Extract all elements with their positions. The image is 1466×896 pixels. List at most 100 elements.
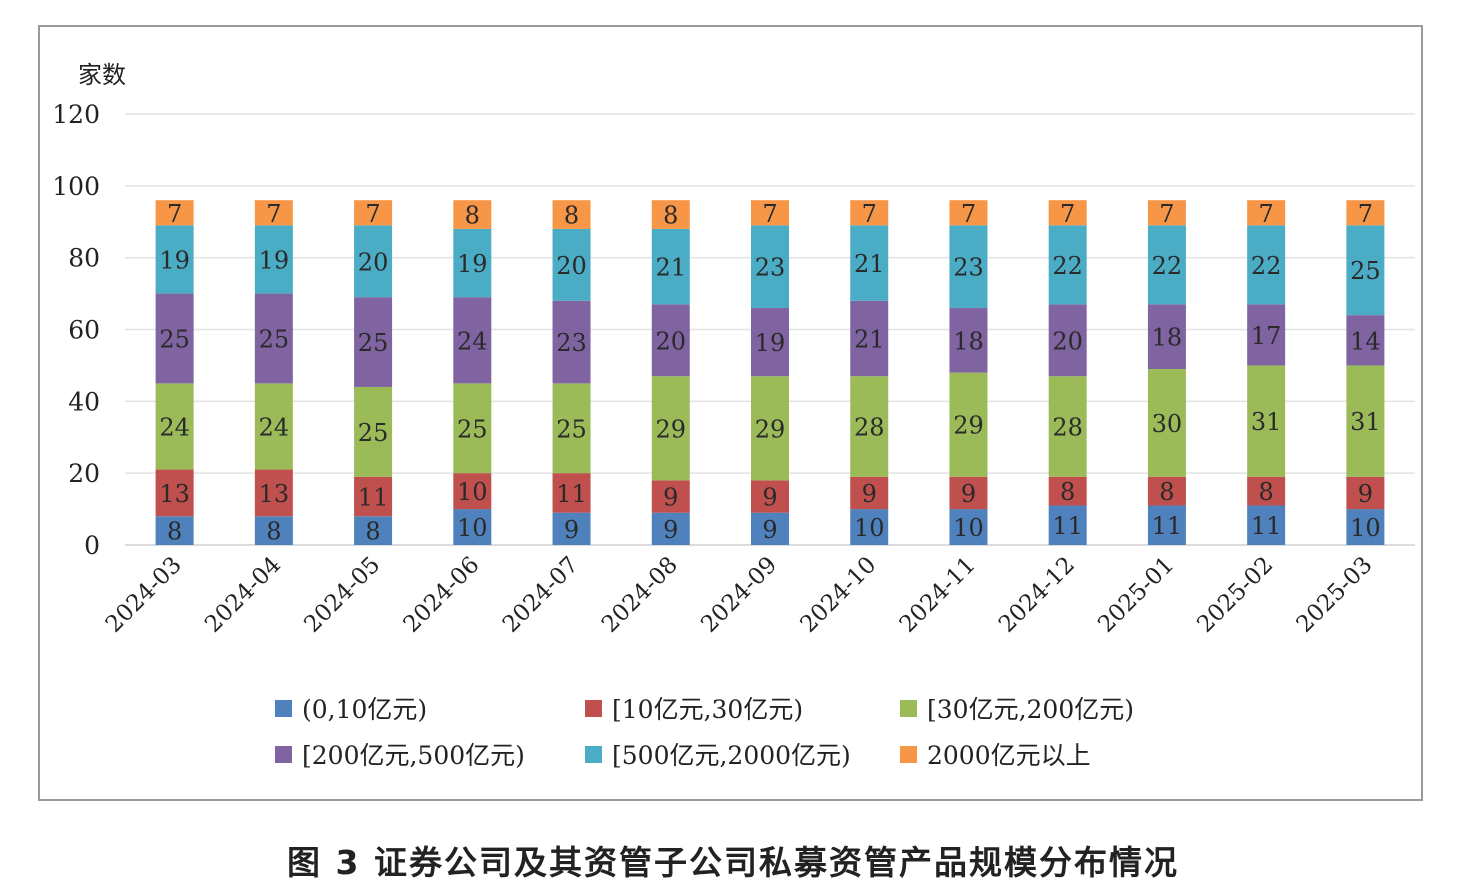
x-tick-label: 2024-08 — [597, 552, 683, 638]
bar-segment — [651, 512, 690, 545]
bar-segment — [1346, 476, 1385, 510]
bar-segment — [155, 293, 194, 384]
data-label: 20 — [358, 248, 389, 276]
legend-item: [10亿元,30亿元) — [585, 690, 803, 726]
data-label: 24 — [159, 413, 190, 441]
y-tick-label: 120 — [52, 100, 100, 129]
bar-segment — [751, 480, 789, 513]
data-label: 29 — [755, 415, 786, 443]
bar-segment — [453, 228, 492, 298]
data-label: 22 — [1251, 252, 1282, 280]
bar-segment — [254, 200, 293, 226]
data-label: 25 — [159, 325, 190, 353]
data-label: 10 — [457, 478, 488, 506]
bar-segment — [1346, 509, 1385, 545]
data-label: 14 — [1350, 327, 1381, 355]
data-label: 25 — [358, 419, 389, 447]
legend-label: [10亿元,30亿元) — [612, 695, 804, 724]
bar-segment — [453, 509, 492, 545]
bar-segment — [1147, 476, 1186, 506]
data-label: 9 — [663, 484, 678, 512]
bar-segment — [1048, 376, 1087, 477]
data-label: 7 — [365, 200, 380, 228]
data-label: 8 — [1259, 478, 1274, 506]
data-label: 10 — [457, 514, 488, 542]
data-label: 22 — [1052, 252, 1083, 280]
bar-segment — [354, 297, 393, 387]
data-label: 25 — [457, 415, 488, 443]
bar-segment — [850, 376, 889, 477]
bar-segment — [651, 480, 690, 513]
bar-segment — [254, 516, 293, 545]
bar-segment — [751, 512, 789, 545]
bar-segment — [453, 383, 492, 474]
data-label: 7 — [1159, 200, 1174, 228]
legend-swatch — [900, 745, 917, 763]
bar-segment — [552, 473, 591, 513]
bar-segment — [155, 225, 194, 294]
bar-segment — [1346, 200, 1385, 226]
data-label: 8 — [564, 202, 579, 230]
legend: (0,10亿元) [10亿元,30亿元) [30亿元,200亿元) [200亿元,50… — [275, 690, 1275, 780]
bar-segment — [651, 200, 690, 229]
data-label: 29 — [655, 415, 686, 443]
legend-swatch — [585, 699, 602, 717]
bar-segment — [949, 372, 988, 477]
bar-segment — [949, 200, 988, 226]
legend-swatch — [275, 745, 292, 763]
data-label: 9 — [762, 484, 777, 512]
data-label: 20 — [655, 327, 686, 355]
data-label: 10 — [1350, 514, 1381, 542]
bar-segment — [1147, 200, 1186, 226]
data-label: 19 — [259, 246, 290, 274]
bar-segment — [1048, 476, 1087, 506]
y-tick-label: 20 — [68, 459, 100, 488]
bar-segment — [850, 200, 889, 226]
legend-label: [500亿元,2000亿元) — [612, 741, 851, 770]
bar-segment — [1247, 476, 1286, 506]
data-label: 8 — [365, 518, 380, 546]
bar-segment — [1048, 200, 1087, 226]
bar-segment — [651, 228, 690, 305]
bar-segment — [1048, 304, 1087, 377]
data-label: 7 — [762, 200, 777, 228]
data-label: 7 — [266, 200, 281, 228]
data-label: 9 — [663, 516, 678, 544]
bar-segment — [1346, 225, 1385, 316]
data-label: 7 — [862, 200, 877, 228]
data-label: 23 — [755, 254, 786, 282]
bar-segment — [1346, 315, 1385, 366]
data-label: 11 — [556, 480, 587, 508]
x-tick-label: 2024-05 — [299, 552, 385, 638]
data-label: 11 — [358, 484, 389, 512]
data-label: 11 — [1152, 512, 1183, 540]
bar-segment — [850, 225, 889, 301]
bar-segment — [651, 376, 690, 481]
data-label: 11 — [1052, 512, 1083, 540]
bars: 8 13 24 25 19 7 8 13 24 25 19 7 8 11 25 25 20 7 10 10 25 24 19… — [155, 200, 1385, 546]
x-tick-label: 2024-06 — [399, 552, 485, 638]
bar-segment — [949, 225, 988, 308]
y-tick-labels: 0 20 40 60 80 100 120 — [52, 100, 100, 560]
bar-segment — [354, 516, 393, 545]
data-label: 23 — [556, 329, 587, 357]
legend-label: (0,10亿元) — [302, 695, 428, 724]
bar-segment — [155, 516, 194, 545]
bar-segment — [1048, 505, 1087, 545]
bar-segment — [552, 300, 591, 384]
bar-segment — [850, 509, 889, 545]
data-label: 25 — [358, 329, 389, 357]
legend-item: [30亿元,200亿元) — [900, 690, 1134, 726]
data-label: 10 — [953, 514, 984, 542]
bar-segment — [751, 376, 789, 481]
data-label: 7 — [167, 200, 182, 228]
bar-segment — [354, 476, 393, 517]
bar-segment — [1247, 505, 1286, 545]
bar-segment — [949, 509, 988, 545]
data-label: 28 — [854, 413, 885, 441]
data-label: 19 — [457, 250, 488, 278]
bar-segment — [453, 200, 492, 229]
data-label: 20 — [556, 252, 587, 280]
data-label: 24 — [457, 327, 488, 355]
bar-segment — [1147, 225, 1186, 305]
